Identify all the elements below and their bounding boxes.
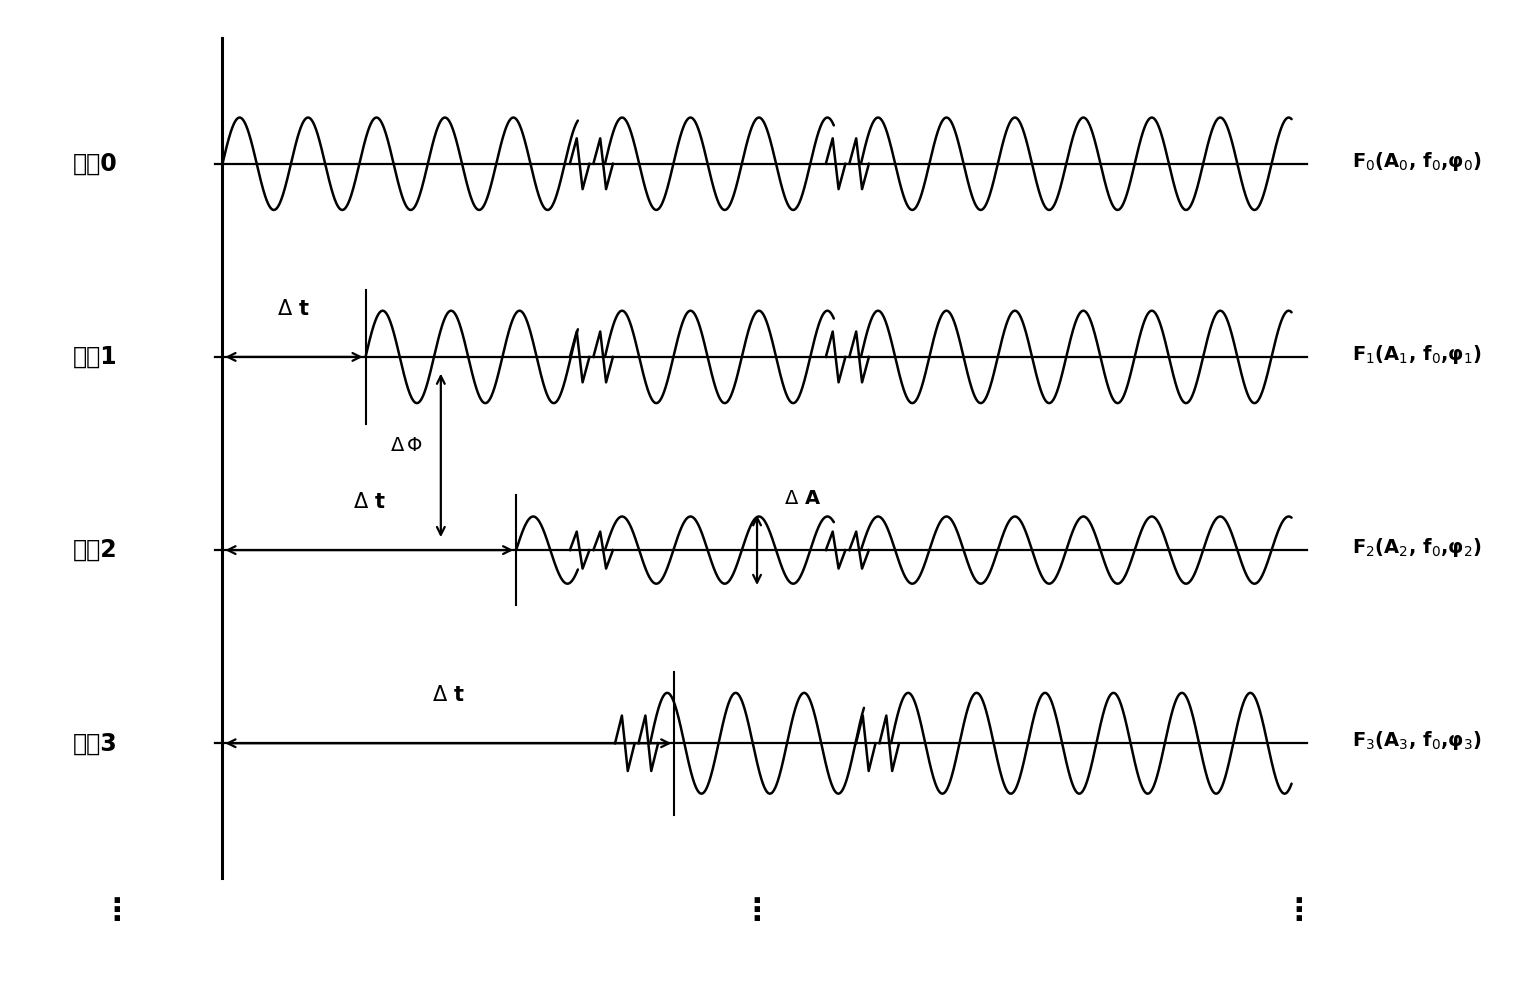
Text: ⋮: ⋮ (102, 897, 132, 926)
Text: $\Delta$ A: $\Delta$ A (784, 490, 821, 508)
Text: $\Delta$ t: $\Delta$ t (432, 686, 465, 706)
Text: $\Delta\,\Phi$: $\Delta\,\Phi$ (391, 436, 423, 455)
Text: ⋮: ⋮ (1284, 897, 1315, 926)
Text: $\Delta$ t: $\Delta$ t (278, 299, 310, 319)
Text: F$_3$(A$_3$, f$_0$,φ$_3$): F$_3$(A$_3$, f$_0$,φ$_3$) (1351, 729, 1482, 752)
Text: F$_1$(A$_1$, f$_0$,φ$_1$): F$_1$(A$_1$, f$_0$,φ$_1$) (1351, 343, 1482, 366)
Text: $\Delta$ t: $\Delta$ t (353, 493, 386, 512)
Text: 通道0: 通道0 (73, 152, 117, 175)
Text: F$_0$(A$_0$, f$_0$,φ$_0$): F$_0$(A$_0$, f$_0$,φ$_0$) (1351, 150, 1482, 172)
Text: 通道2: 通道2 (73, 538, 117, 562)
Text: 通道3: 通道3 (73, 731, 117, 755)
Text: ⋮: ⋮ (742, 897, 772, 926)
Text: 通道1: 通道1 (73, 345, 117, 369)
Text: F$_2$(A$_2$, f$_0$,φ$_2$): F$_2$(A$_2$, f$_0$,φ$_2$) (1351, 536, 1482, 559)
